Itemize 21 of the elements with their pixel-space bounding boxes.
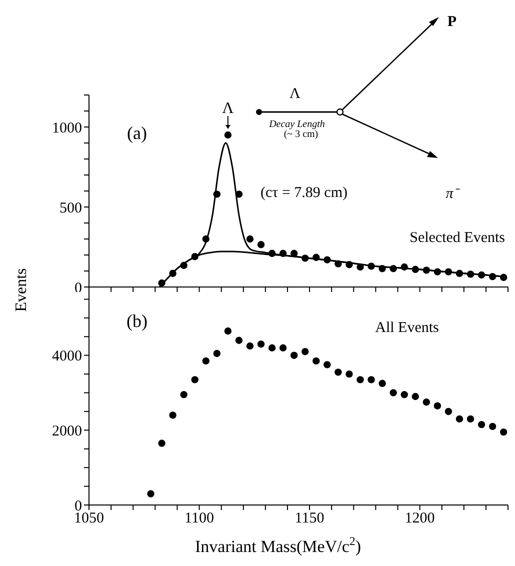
x-tick-label: 1150 [294,510,324,527]
x-tick-label: 1100 [184,510,214,527]
text: P [447,14,457,30]
annotation: Λ [290,86,301,102]
annotation: Λ [222,100,234,117]
x-axis-title: Invariant Mass(MeV/c$^{2}$) [195,534,361,556]
annotation: All Events [375,320,440,336]
y-axis-title: Events [13,268,30,312]
annotation: (~ 3 cm) [284,129,318,140]
x-tick-label: 1050 [74,510,104,527]
x-tick-label: 1200 [404,510,435,527]
annotation: π⁻ [446,186,460,202]
y-tick-label: 1000 [52,120,82,136]
annotation: (a) [127,123,147,143]
y-tick-label: 4000 [52,348,82,365]
annotation: (b) [126,311,148,331]
y-tick-label: 2000 [52,423,82,440]
annotation: (cτ = 7.89 cm) [260,185,348,201]
annotation: Selected Events [410,230,506,246]
y-tick-label: 500 [60,200,82,216]
annotation: Decay Length [268,119,325,130]
